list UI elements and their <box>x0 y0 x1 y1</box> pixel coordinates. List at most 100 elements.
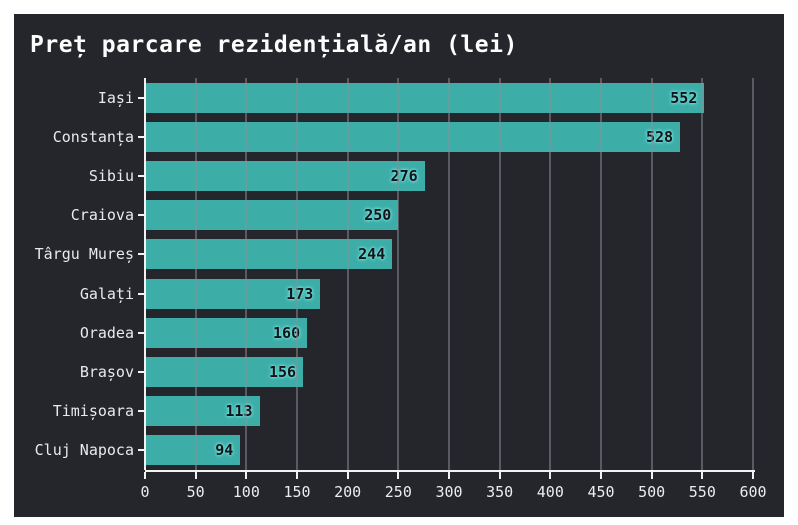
y-tick-mark <box>138 253 145 256</box>
bar-track: 156 <box>145 352 753 391</box>
bar-track: 552 <box>145 78 753 117</box>
bar: 276 <box>145 161 425 191</box>
bar-row: Iași 552 <box>14 78 784 117</box>
bar: 160 <box>145 317 308 348</box>
y-tick-mark <box>138 292 145 295</box>
y-label-cell: Târgu Mureș <box>14 235 145 274</box>
value-label: 244 <box>358 245 386 264</box>
value-label: 276 <box>390 167 418 185</box>
x-tick-label: 50 <box>186 483 205 501</box>
bar: 113 <box>145 396 260 427</box>
x-axis-line <box>145 470 755 472</box>
x-tick-mark <box>498 472 501 479</box>
x-tick-mark <box>296 472 298 479</box>
x-tick-label: 250 <box>384 483 412 501</box>
bar: 173 <box>145 278 321 309</box>
bar-row: Timișoara 113 <box>14 392 784 431</box>
y-tick-mark <box>138 175 145 177</box>
x-tick-mark <box>600 472 602 479</box>
bar-track: 94 <box>145 431 753 470</box>
x-tick-label: 550 <box>688 483 716 501</box>
x-tick-mark <box>701 472 704 479</box>
bar-row: Brașov 156 <box>14 352 784 391</box>
x-tick-label: 100 <box>232 483 260 501</box>
x-tick-label: 600 <box>739 483 767 501</box>
bar-rows: Iași 552 Constanța 528 Sibiu 276 Craiova 250 Târ… <box>14 78 784 470</box>
bar-row: Târgu Mureș 244 <box>14 235 784 274</box>
y-tick-label: Cluj Napoca <box>34 441 134 460</box>
x-tick-label: 350 <box>486 483 514 501</box>
x-tick-label: 500 <box>638 483 666 501</box>
x-tick-mark <box>650 472 653 479</box>
y-label-cell: Cluj Napoca <box>14 431 145 470</box>
y-label-cell: Constanța <box>14 117 145 156</box>
y-label-cell: Iași <box>14 78 145 117</box>
x-tick-label: 300 <box>435 483 463 501</box>
y-tick-mark <box>138 449 145 452</box>
y-tick-mark <box>138 135 145 138</box>
y-tick-mark <box>138 214 145 217</box>
y-tick-label: Brașov <box>79 363 134 382</box>
x-tick-mark <box>346 472 349 479</box>
y-label-cell: Sibiu <box>14 156 145 195</box>
bar-row: Constanța 528 <box>14 117 784 156</box>
y-label-cell: Oradea <box>14 313 145 352</box>
x-tick-mark <box>397 472 400 479</box>
y-tick-label: Timișoara <box>52 402 134 421</box>
chart-panel: Preț parcare rezidențială/an (lei) Iași 5… <box>14 14 784 517</box>
bar: 94 <box>145 435 241 466</box>
bar-track: 173 <box>145 274 753 313</box>
bar-track: 160 <box>145 313 753 352</box>
y-tick-mark <box>138 331 145 334</box>
bar-row: Oradea 160 <box>14 313 784 352</box>
bar-row: Cluj Napoca 94 <box>14 431 784 470</box>
chart-title: Preț parcare rezidențială/an (lei) <box>30 32 518 58</box>
y-axis-spine <box>144 78 146 470</box>
y-label-cell: Craiova <box>14 196 145 235</box>
x-tick-label: 0 <box>140 483 150 501</box>
x-axis-ticks: 0 50 100 150 200 250 300 350 400 450 500 550 600 <box>140 472 767 516</box>
y-tick-label: Târgu Mureș <box>34 245 134 264</box>
bar: 250 <box>145 200 399 231</box>
y-label-cell: Galați <box>14 274 145 313</box>
value-label: 156 <box>268 363 297 382</box>
bar: 244 <box>145 239 393 270</box>
bar: 528 <box>145 121 681 152</box>
bar-row: Galați 173 <box>14 274 784 313</box>
x-tick-mark <box>245 472 248 479</box>
x-tick-label: 150 <box>283 483 311 501</box>
x-tick-mark <box>448 472 450 479</box>
bar: 552 <box>145 82 705 113</box>
y-tick-label: Oradea <box>79 323 134 342</box>
x-tick-label: 450 <box>587 483 615 501</box>
x-tick-mark <box>752 472 754 479</box>
bar-row: Sibiu 276 <box>14 156 784 195</box>
value-label: 552 <box>670 88 698 107</box>
y-tick-mark <box>138 410 145 413</box>
value-label: 94 <box>215 441 234 460</box>
y-tick-mark <box>138 371 145 374</box>
y-tick-mark <box>138 96 145 99</box>
y-tick-label: Sibiu <box>88 167 134 185</box>
x-tick-mark <box>194 472 197 479</box>
value-label: 173 <box>286 284 314 303</box>
y-label-cell: Brașov <box>14 352 145 391</box>
value-label: 250 <box>364 206 392 225</box>
value-label: 528 <box>645 127 674 146</box>
y-tick-label: Craiova <box>70 206 134 225</box>
x-tick-mark <box>144 472 146 479</box>
bar: 156 <box>145 357 304 388</box>
x-tick-mark <box>549 472 552 479</box>
bar-track: 113 <box>145 392 753 431</box>
y-tick-label: Galați <box>79 284 134 303</box>
y-tick-label: Iași <box>97 88 134 107</box>
bar-track: 528 <box>145 117 753 156</box>
x-tick-label: 400 <box>536 483 564 501</box>
y-label-cell: Timișoara <box>14 392 145 431</box>
x-tick-label: 200 <box>334 483 362 501</box>
bar-track: 244 <box>145 235 753 274</box>
value-label: 160 <box>273 323 301 342</box>
bar-track: 276 <box>145 156 753 195</box>
bar-track: 250 <box>145 196 753 235</box>
